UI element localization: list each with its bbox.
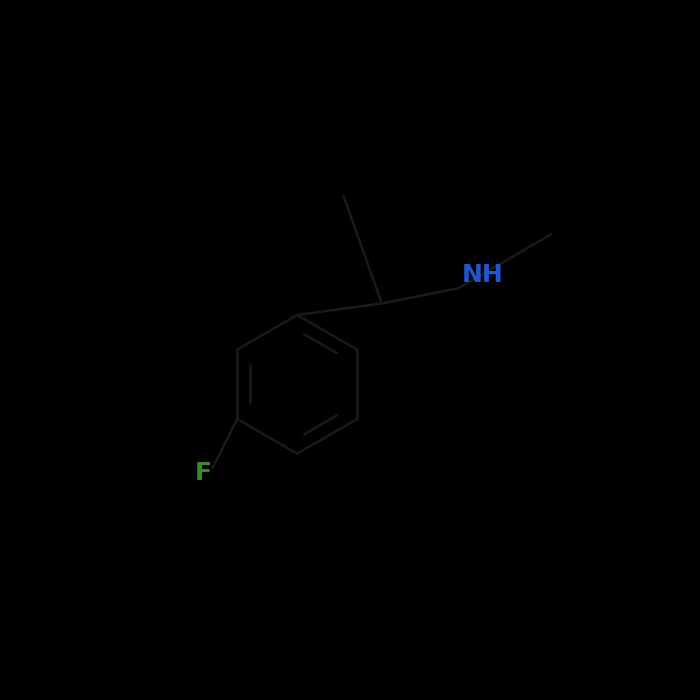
Text: NH: NH <box>462 262 504 286</box>
Text: F: F <box>195 461 211 485</box>
